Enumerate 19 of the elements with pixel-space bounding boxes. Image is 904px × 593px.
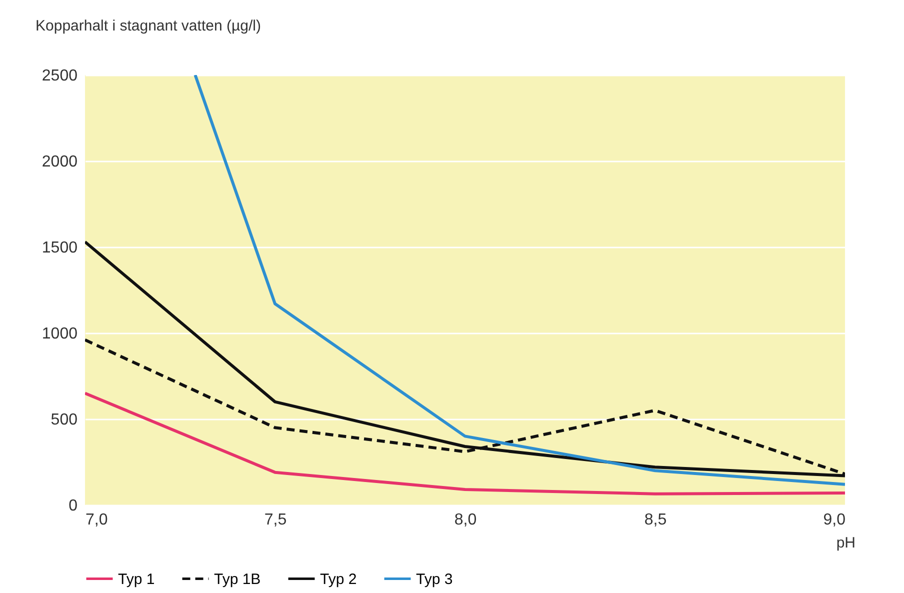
y-tick-label: 500 [50,412,78,428]
y-tick-label: 0 [68,498,78,514]
line-series [85,392,845,496]
y-tick-label: 2500 [42,68,78,84]
legend-label: Typ 2 [320,570,357,588]
y-tick-label: 1000 [42,326,78,342]
x-tick-label: 9,0 [823,512,846,528]
x-tick-label: 8,0 [454,512,477,528]
legend-label: Typ 1 [118,570,155,588]
x-tick-label: 7,5 [264,512,287,528]
y-tick-label: 1500 [42,240,78,256]
legend-label: Typ 3 [416,570,453,588]
x-tick-label: 7,0 [86,512,108,528]
x-axis-title: pH [836,534,856,552]
y-axis-title: Kopparhalt i stagnant vatten (µg/l) [36,18,261,34]
legend-label: Typ 1B [214,570,261,588]
line-series [194,75,845,486]
x-tick-label: 8,5 [644,512,667,528]
y-tick-label: 2000 [42,154,78,170]
